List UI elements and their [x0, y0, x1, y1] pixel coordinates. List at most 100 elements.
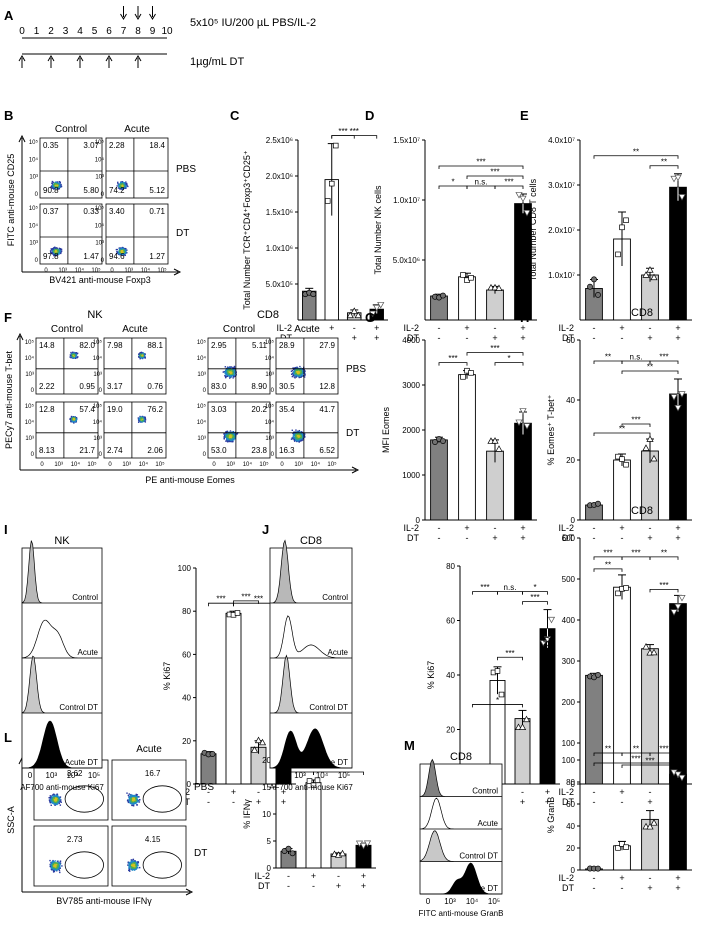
event-dot: [298, 436, 301, 439]
event-dot: [234, 375, 236, 377]
event-dot: [137, 801, 139, 803]
event-dot: [228, 433, 231, 436]
y-axis-label: Total Number CD8 T cells: [528, 178, 538, 281]
quadrant-value-ll: 90.8: [43, 186, 59, 195]
event-dot: [132, 858, 135, 861]
significance-bracket: [649, 360, 679, 364]
event-dot: [300, 376, 302, 378]
bar: [486, 289, 504, 321]
significance-label: ***: [350, 127, 359, 136]
event-dot: [234, 434, 236, 436]
event-dot: [122, 247, 124, 249]
event-dot: [51, 252, 54, 255]
event-dot: [123, 185, 125, 188]
event-dot: [135, 799, 137, 802]
significance-label: ***: [603, 548, 612, 557]
event-dot: [116, 251, 118, 253]
group-il2-sign: -: [593, 323, 596, 333]
event-dot: [127, 861, 130, 863]
significance-label: n.s.: [630, 353, 643, 362]
event-dot: [58, 247, 61, 250]
event-dot: [293, 431, 295, 433]
event-dot: [139, 354, 141, 357]
event-dot: [292, 432, 294, 435]
significance-label: ***: [448, 354, 457, 363]
quadrant-value-ul: 12.8: [39, 405, 55, 414]
event-dot: [303, 434, 306, 437]
event-dot: [222, 371, 224, 373]
event-dot: [225, 371, 228, 373]
event-dot: [231, 370, 234, 373]
event-dot: [295, 367, 298, 369]
significance-bracket: [621, 370, 679, 374]
significance-label: **: [605, 353, 611, 362]
data-point: [674, 174, 682, 182]
event-dot: [69, 417, 72, 420]
timeline-down-arrowhead: [134, 13, 142, 20]
event-dot: [52, 181, 54, 184]
event-dot: [229, 373, 232, 376]
event-dot: [123, 183, 125, 185]
event-dot: [60, 184, 62, 187]
flow-y-tick: 10³: [197, 436, 206, 442]
event-dot: [59, 798, 61, 800]
event-dot: [121, 187, 123, 189]
event-dot: [57, 797, 59, 799]
event-dot: [53, 794, 55, 796]
event-dot: [74, 417, 76, 419]
event-dot: [132, 795, 134, 798]
event-dot: [142, 355, 145, 358]
event-dot: [54, 247, 57, 249]
event-dot: [134, 868, 137, 870]
event-dot: [232, 366, 234, 369]
event-dot: [118, 253, 120, 256]
group-il2-sign: -: [593, 873, 596, 883]
timeline-tick-label: 7: [121, 26, 127, 37]
flow-y-tick: 0: [35, 258, 39, 264]
event-dot: [223, 436, 225, 438]
group-row-label-dt: DT: [258, 881, 270, 891]
data-point: [670, 394, 678, 401]
y-tick-label: 20: [446, 726, 455, 735]
col-label: Control: [55, 124, 87, 135]
y-tick-label: 1.0x10⁶: [266, 244, 293, 253]
flow-y-tick: 10³: [25, 436, 34, 442]
event-dot: [121, 186, 124, 188]
event-dot: [304, 436, 306, 438]
event-dot: [134, 795, 136, 797]
flow-y-tick: 0: [101, 192, 105, 198]
quadrant-value-ll: 53.0: [211, 446, 227, 455]
significance-bracket: [494, 362, 524, 366]
event-dot: [137, 861, 139, 864]
event-dot: [131, 867, 134, 870]
event-dot: [139, 352, 142, 354]
event-dot: [297, 430, 299, 433]
event-dot: [116, 252, 118, 255]
y-axis-label: Total Number NK cells: [373, 185, 383, 275]
event-dot: [57, 182, 60, 185]
event-dot: [56, 801, 58, 803]
timeline-tick-label: 1: [34, 26, 40, 37]
significance-bracket: [649, 589, 679, 593]
event-dot: [137, 417, 139, 419]
event-dot: [58, 863, 60, 865]
event-dot: [58, 802, 60, 805]
timeline-tick-label: 4: [77, 26, 83, 37]
event-dot: [53, 798, 55, 801]
event-dot: [227, 434, 229, 436]
significance-label: ***: [476, 158, 485, 167]
y-tick-label: 1.5x10⁷: [393, 136, 420, 145]
flow-y-tick: 0: [203, 388, 207, 394]
event-dot: [74, 418, 77, 420]
group-il2-sign: +: [361, 871, 366, 881]
flow-x-tick: 0: [280, 462, 284, 468]
quadrant-value-ur: 20.2: [251, 405, 267, 414]
event-dot: [127, 801, 130, 804]
event-dot: [119, 252, 121, 254]
flow-y-tick: 10³: [95, 175, 104, 181]
event-dot: [230, 367, 232, 369]
event-dot: [52, 185, 55, 187]
quadrant-value-lr: 21.7: [79, 446, 95, 455]
event-dot: [117, 182, 119, 185]
